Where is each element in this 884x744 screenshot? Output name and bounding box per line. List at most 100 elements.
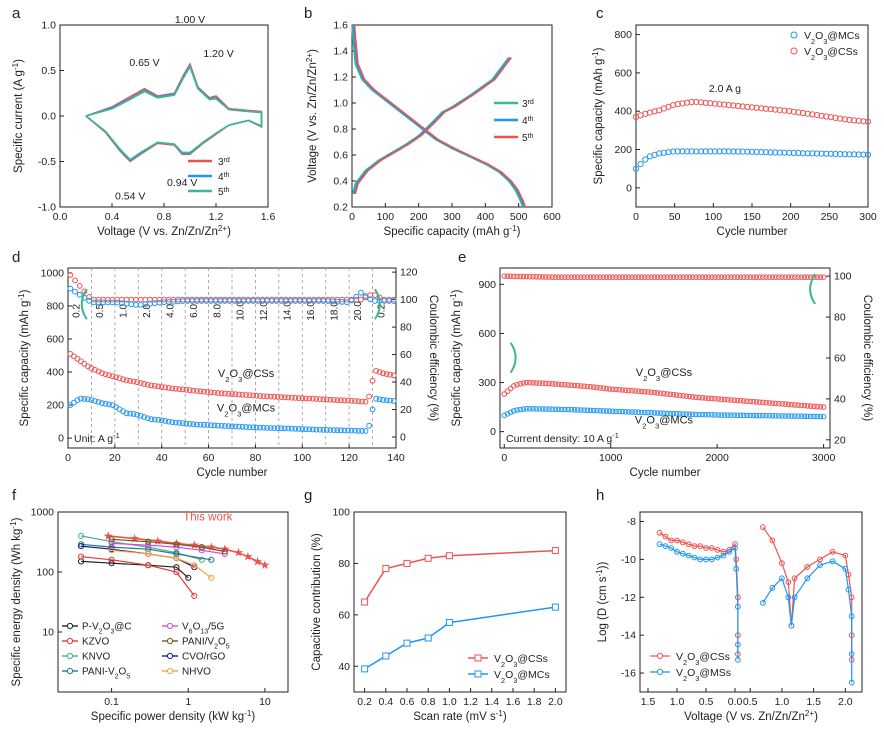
- cycle-point-CE: [651, 274, 658, 281]
- capacity-point-V2O3@MCs: [790, 149, 797, 156]
- y-tick-label: 800: [46, 300, 64, 312]
- cycle-point-CE: [622, 274, 629, 281]
- capacity-point-V2O3@MCs: [295, 426, 302, 432]
- cycle-point-V2O3@CSs: [603, 385, 610, 392]
- capacity-point-V2O3@MCs: [99, 400, 105, 407]
- cycle-point-V2O3@CSs: [734, 397, 741, 404]
- cycle-point-V2O3@CSs: [712, 395, 718, 402]
- cycle-point-V2O3@MCs: [514, 407, 520, 413]
- capacity-point-V2O3@CSs: [387, 371, 394, 378]
- capacity-point-V2O3@MCs: [204, 422, 211, 428]
- legend-marker: [656, 652, 664, 660]
- marker-V2O3@CSs: [551, 547, 559, 555]
- panel-h: h1.5 1.0 0.5 0.0 0.5 1.0 1.5 2.0-16-14-12-10-8V…: [595, 487, 863, 723]
- marker-P-V2O3@C: [108, 560, 115, 567]
- capacity-point-V2O3@CSs: [679, 100, 686, 107]
- capacity-point-V2O3@MCs: [702, 148, 709, 155]
- capacity-point-V2O3@CSs: [772, 106, 779, 113]
- x-tick-label: 300: [859, 211, 877, 223]
- capacity-point-V2O3@MCs: [338, 427, 344, 434]
- capacity-point-V2O3@CSs: [116, 375, 123, 382]
- left-marker-V2O3@CSs: [708, 545, 715, 551]
- cycle-point-V2O3@CSs: [517, 381, 524, 387]
- x-tick-label: 1.0: [670, 696, 685, 708]
- ce-point-CE V2O3@MCs: [72, 288, 78, 295]
- capacity-point-V2O3@MCs: [390, 398, 397, 404]
- cycle-point-CE: [581, 274, 587, 281]
- capacity-point-V2O3@CSs: [767, 106, 774, 113]
- ce-point-CE V2O3@MCs: [114, 299, 121, 306]
- cycle-point-V2O3@CSs: [622, 387, 629, 394]
- capacity-point-V2O3@MCs: [264, 425, 271, 431]
- capacity-point-V2O3@MCs: [352, 427, 358, 434]
- capacity-point-V2O3@MCs: [837, 151, 844, 158]
- y-axis-label: Specific capacity (mAh g-1): [449, 289, 464, 426]
- left-marker-V2O3@CSs: [668, 537, 675, 544]
- cycle-point-CE: [645, 274, 651, 281]
- cycle-point-V2O3@CSs: [689, 394, 696, 400]
- capacity-point-V2O3@MCs: [194, 421, 200, 428]
- capacity-point-V2O3@MCs: [302, 426, 309, 433]
- capacity-point-V2O3@MCs: [380, 397, 387, 403]
- cycle-point-CE: [817, 274, 824, 281]
- capacity-point-V2O3@MCs: [341, 427, 348, 434]
- cycle-point-V2O3@CSs: [686, 393, 693, 400]
- rate-label: 10.0: [236, 301, 247, 321]
- right-arrow-icon: [809, 273, 816, 305]
- current-density-label: Current density: 10 A g-1: [506, 431, 619, 446]
- marker-KZVO: [173, 568, 180, 576]
- capacity-point-V2O3@CSs: [95, 368, 102, 375]
- x-tick-label: 20: [109, 452, 121, 464]
- cycle-point-CE: [763, 274, 769, 281]
- cycle-point-CE: [638, 274, 645, 281]
- cycle-point-V2O3@CSs: [590, 384, 597, 390]
- star-marker: ★: [233, 546, 244, 560]
- marker-V2O3@MCs: [445, 619, 453, 627]
- capacity-point-V2O3@MCs: [285, 425, 292, 432]
- capacity-point-V2O3@MCs: [106, 401, 112, 408]
- capacity-point-V2O3@CSs: [299, 395, 306, 402]
- cycle-point-V2O3@CSs: [536, 380, 543, 386]
- cycle-point-V2O3@CSs: [702, 395, 709, 401]
- capacity-point-V2O3@CSs: [106, 372, 112, 379]
- x-tick-label: 0: [501, 452, 507, 464]
- capacity-point-V2O3@CSs: [257, 393, 264, 399]
- cycle-point-CE: [725, 274, 731, 281]
- legend-marker: [166, 667, 174, 675]
- cycle-point-CE: [520, 273, 527, 280]
- capacity-point-V2O3@CSs: [795, 109, 802, 116]
- y-tick-label: 1.6: [333, 20, 348, 32]
- x-tick-label: 3000: [812, 452, 836, 464]
- y2-tick-label: 100: [400, 294, 418, 306]
- cycle-point-CE: [635, 274, 642, 281]
- capacity-point-V2O3@MCs: [851, 151, 858, 158]
- capacity-point-V2O3@CSs: [243, 392, 250, 398]
- cycle-point-V2O3@MCs: [603, 408, 610, 414]
- cycle-point-V2O3@CSs: [642, 388, 648, 395]
- legend-label: V2O3@MSs: [676, 667, 731, 683]
- cycle-point-V2O3@MCs: [597, 408, 603, 414]
- right-marker-V2O3@MCs: [779, 575, 785, 582]
- cycle-point-V2O3@MCs: [616, 408, 623, 415]
- x-tick-label: 0.4: [378, 696, 393, 708]
- cycle-point-CE: [741, 274, 747, 281]
- cycle-point-CE: [667, 274, 674, 281]
- x-tick-label: 100: [705, 211, 723, 223]
- y-tick-label: 1.4: [333, 46, 348, 58]
- cycle-point-CE: [734, 274, 741, 281]
- left-marker-V2O3@CSs: [697, 543, 704, 549]
- discharge-curve-5th: [353, 24, 527, 208]
- cycle-point-V2O3@CSs: [763, 399, 769, 406]
- capacity-point-V2O3@CSs: [697, 99, 705, 106]
- capacity-point-V2O3@CSs: [250, 392, 257, 399]
- legend-marker: [790, 47, 798, 55]
- cycle-point-V2O3@MCs: [670, 410, 677, 417]
- marker-V6O13/5G: [145, 542, 152, 549]
- marker-PANI-V2O5: [208, 556, 215, 563]
- left-marker-V2O3@MCs: [735, 641, 741, 648]
- rate-label: 1.0: [119, 304, 130, 318]
- capacity-point-V2O3@MCs: [134, 411, 141, 418]
- capacity-point-V2O3@CSs: [99, 370, 105, 377]
- capacity-point-V2O3@CSs: [165, 385, 172, 391]
- capacity-point-V2O3@CSs: [352, 398, 358, 404]
